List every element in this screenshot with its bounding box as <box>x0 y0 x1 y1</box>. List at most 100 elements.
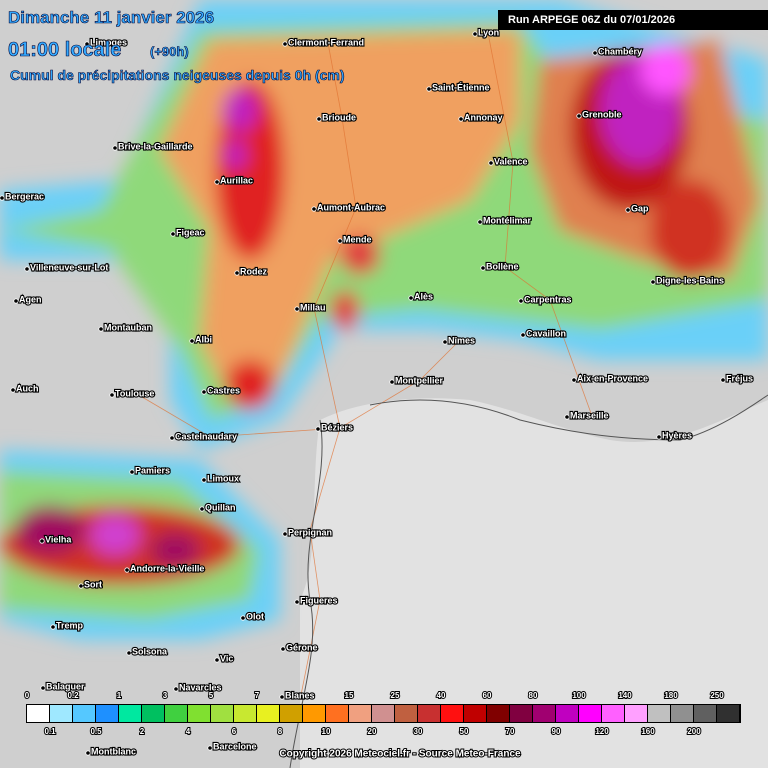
city-dot <box>98 326 104 332</box>
city-dot <box>170 231 176 237</box>
legend-swatch <box>510 705 532 722</box>
legend-label: 250 <box>710 691 724 700</box>
legend-swatch <box>50 705 72 722</box>
city-dot <box>240 615 246 621</box>
city-label: Lyon <box>478 27 499 37</box>
legend-swatch <box>464 705 486 722</box>
city-label: Olot <box>246 611 264 621</box>
city-dot <box>214 657 220 663</box>
city-label: Aumont-Aubrac <box>317 202 385 212</box>
legend: 0 0.1 0.2 0.5 1 2 3 4 5 6 7 8 10 15 20 25 30 40 50 60 70 80 90… <box>24 690 741 737</box>
city-dot <box>173 686 179 692</box>
city-label: Gap <box>631 203 649 213</box>
legend-swatch <box>211 705 233 722</box>
legend-label: 80 <box>529 691 538 700</box>
city-label: Quillan <box>205 502 236 512</box>
date: Dimanche 11 janvier 2026 <box>8 8 214 27</box>
city-label: Digne-les-Bains <box>656 275 724 285</box>
city-dot <box>40 685 46 691</box>
city-label: Balaguer <box>46 681 85 691</box>
city-label: Toulouse <box>115 388 154 398</box>
city-label: Castelnaudary <box>175 431 237 441</box>
city-dot <box>477 219 483 225</box>
legend-swatch <box>694 705 716 722</box>
legend-swatch <box>96 705 118 722</box>
legend-label: 7 <box>255 691 260 700</box>
city-label: Annonay <box>464 112 503 122</box>
city-dot <box>169 435 175 441</box>
city-dot <box>109 392 115 398</box>
city-label: Figueres <box>300 595 338 605</box>
city-dot <box>282 531 288 537</box>
legend-label: 160 <box>641 727 655 736</box>
city-dot <box>201 477 207 483</box>
legend-swatch <box>533 705 555 722</box>
legend-swatch <box>27 705 49 722</box>
city-dot <box>571 377 577 383</box>
legend-swatch <box>165 705 187 722</box>
city-dot <box>315 426 321 432</box>
legend-label: 200 <box>687 727 701 736</box>
legend-label: 70 <box>506 727 515 736</box>
legend-swatch <box>234 705 256 722</box>
legend-swatch <box>556 705 578 722</box>
legend-label: 90 <box>552 727 561 736</box>
city-label: Montblanc <box>91 746 136 756</box>
city-dot <box>408 295 414 301</box>
city-dot <box>576 113 582 119</box>
city-label: Vic <box>220 653 233 663</box>
legend-swatch <box>441 705 463 722</box>
legend-swatch <box>602 705 624 722</box>
legend-swatch <box>349 705 371 722</box>
city-dot <box>85 750 91 756</box>
city-label: Valence <box>494 156 528 166</box>
city-label: Mende <box>343 234 372 244</box>
city-label: Béziers <box>321 422 353 432</box>
legend-swatch <box>119 705 141 722</box>
legend-swatch <box>395 705 417 722</box>
city-label: Figeac <box>176 227 205 237</box>
city-dot <box>337 238 343 244</box>
city-dot <box>656 434 662 440</box>
city-label: Blanes <box>285 690 315 700</box>
legend-swatch <box>73 705 95 722</box>
city-label: Fréjus <box>726 373 753 383</box>
legend-swatch <box>579 705 601 722</box>
city-label: Rodez <box>240 266 268 276</box>
city-dot <box>518 298 524 304</box>
city-dot <box>279 694 285 700</box>
time: 01:00 locale <box>8 39 121 61</box>
legend-swatch <box>188 705 210 722</box>
city-label: Agen <box>19 294 42 304</box>
city-dot <box>199 506 205 512</box>
city-label: Brive-la-Gaillarde <box>118 141 193 151</box>
legend-label: 100 <box>572 691 586 700</box>
city-label: Limoges <box>90 37 127 47</box>
city-label: Pamiers <box>135 465 170 475</box>
city-dot <box>650 279 656 285</box>
legend-swatch <box>671 705 693 722</box>
city-dot <box>214 179 220 185</box>
city-label: Saint-Étienne <box>432 82 490 92</box>
legend-label: 3 <box>163 691 168 700</box>
city-dot <box>78 583 84 589</box>
legend-swatch <box>625 705 647 722</box>
city-dot <box>294 599 300 605</box>
city-label: Aurillac <box>220 175 253 185</box>
city-dot <box>625 207 631 213</box>
city-label: Limoux <box>207 473 239 483</box>
roads <box>136 32 593 701</box>
city-label: Castres <box>207 385 240 395</box>
subtitle: Cumul de précipitations neigeuses depuis… <box>10 67 345 83</box>
legend-label: 25 <box>391 691 400 700</box>
legend-swatch <box>717 705 739 722</box>
city-label: Nîmes <box>448 335 475 345</box>
city-label: Montpellier <box>395 375 443 385</box>
city-dot <box>294 306 300 312</box>
city-label: Aix-en-Provence <box>577 373 648 383</box>
legend-label: 2 <box>140 727 145 736</box>
city-dot <box>189 338 195 344</box>
city-dot <box>488 160 494 166</box>
city-label: Auch <box>16 383 39 393</box>
